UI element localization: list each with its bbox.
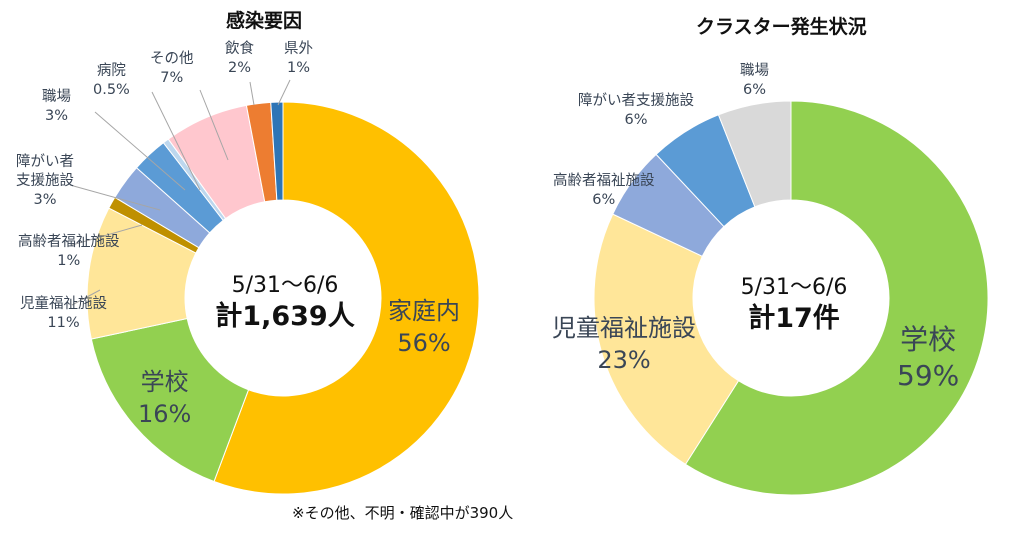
label-katei: 家庭内 56% [388,297,460,357]
label-sonota: その他 7% [150,51,194,86]
label-r-shogai: 障がい者支援施設 6% [578,93,694,128]
donut0-slice-9 [270,101,284,201]
label-kengai: 県外 1% [284,41,313,76]
footnote: ※その他、不明・確認中が390人 [292,504,514,522]
leader-line-3 [151,91,201,191]
right-center-text: 5/31〜6/6 計17件 [740,275,848,334]
donut1-slice-4 [717,100,792,208]
donut1-slice-0 [684,100,989,496]
label-r-koreisha: 高齢者福祉施設 6% [553,173,655,208]
donut0-slice-1 [90,317,250,483]
leader-line-5 [69,184,161,211]
label-shokuba: 職場 3% [42,89,71,124]
label-r-shokuba: 職場 6% [740,63,769,98]
donut0-slice-0 [213,101,480,495]
donut1-slice-1 [593,213,740,466]
right-chart-title: クラスター発生状況 [696,16,867,38]
left-center-text: 5/31〜6/6 計1,639人 [215,273,355,332]
label-inshoku: 飲食 2% [225,41,254,76]
leader-line-7 [71,289,101,306]
leader-line-2 [199,89,229,161]
label-jido: 児童福祉施設 11% [20,296,107,331]
label-shogai: 障がい者 支援施設 3% [16,154,74,208]
leader-line-1 [249,81,255,106]
label-r-gakko: 学校 59% [897,323,960,392]
left-chart-title: 感染要因 [226,10,303,32]
label-byoin: 病院 0.5% [93,63,130,98]
label-r-jido: 児童福祉施設 23% [552,314,696,374]
leader-line-0 [277,79,291,106]
label-gakko-left: 学校 16% [138,368,192,428]
leader-line-4 [94,111,186,191]
label-koreisha: 高齢者福祉施設 1% [18,234,120,269]
leader-line-6 [71,224,143,246]
